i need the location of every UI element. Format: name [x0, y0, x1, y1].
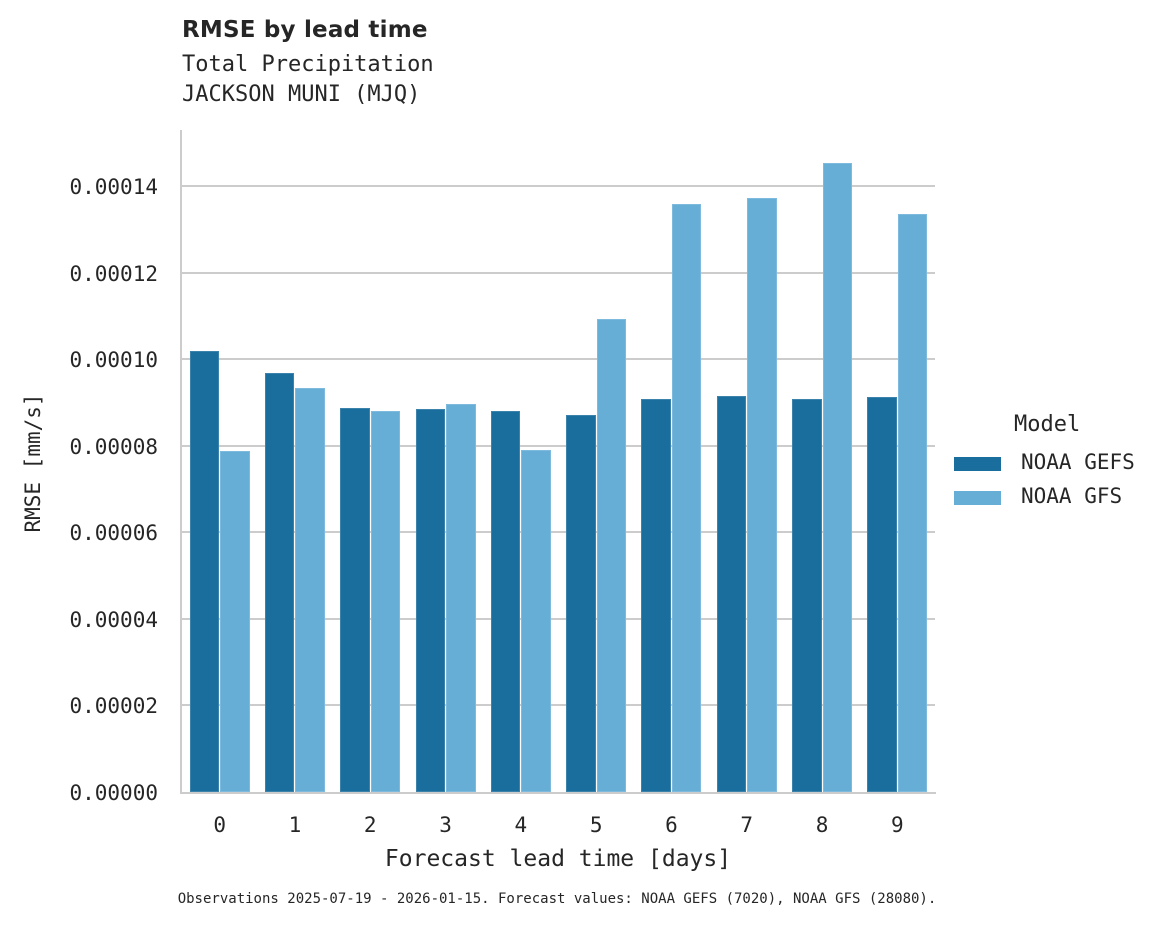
bar-noaa-gefs-4	[490, 411, 521, 792]
bar-noaa-gfs-4	[521, 450, 551, 792]
bar-noaa-gfs-3	[446, 403, 476, 792]
x-tick-label: 2	[363, 813, 377, 837]
legend-label-gefs: NOAA GEFS	[1021, 450, 1135, 474]
y-tick-label: 0.00012	[69, 261, 158, 286]
y-tick-label: 0.00010	[69, 348, 158, 373]
x-tick-label: 9	[891, 813, 904, 837]
chart-subtitle-station: JACKSON MUNI (MJQ)	[182, 82, 421, 107]
footnote: Observations 2025-07-19 - 2026-01-15. Fo…	[177, 891, 937, 907]
y-gridline	[182, 444, 935, 447]
legend-title: Model	[1014, 412, 1081, 437]
bar-noaa-gfs-8	[822, 163, 853, 792]
y-gridline	[182, 185, 935, 188]
y-gridline	[182, 617, 935, 620]
bar-noaa-gefs-5	[566, 415, 596, 792]
y-gridline	[182, 358, 935, 361]
x-tick-label: 3	[439, 813, 452, 837]
x-tick-label: 5	[589, 813, 603, 837]
y-tick-label: 0.00002	[69, 694, 158, 719]
y-tick-label: 0.00014	[69, 175, 158, 200]
plot-area	[182, 130, 935, 792]
y-axis-label: RMSE [mm/s]	[21, 393, 45, 533]
y-tick-label: 0.00006	[69, 521, 158, 546]
y-axis-spine	[180, 130, 182, 794]
bar-noaa-gfs-1	[295, 388, 325, 792]
legend-swatch-gefs	[954, 457, 1001, 471]
x-tick-label: 8	[815, 813, 829, 837]
bar-noaa-gefs-3	[415, 409, 446, 792]
y-tick-label: 0.00004	[69, 607, 158, 632]
x-axis-label: Forecast lead time [days]	[384, 846, 732, 872]
bar-noaa-gefs-7	[716, 396, 747, 792]
y-gridline	[182, 704, 935, 707]
bar-noaa-gefs-2	[340, 408, 370, 792]
x-tick-label: 1	[288, 813, 302, 837]
y-tick-label: 0.00008	[69, 434, 158, 459]
bar-noaa-gfs-6	[671, 204, 702, 792]
bar-noaa-gefs-9	[867, 397, 897, 792]
bar-noaa-gfs-5	[596, 319, 627, 792]
chart-title: RMSE by lead time	[182, 17, 428, 43]
bar-noaa-gfs-0	[220, 451, 250, 792]
x-tick-label: 7	[740, 813, 754, 837]
x-axis-spine	[180, 792, 936, 794]
bar-noaa-gefs-6	[641, 399, 671, 792]
y-gridline	[182, 271, 935, 274]
y-gridline	[182, 531, 935, 534]
legend-label-gfs: NOAA GFS	[1021, 484, 1123, 508]
bar-noaa-gfs-7	[747, 198, 777, 792]
bar-noaa-gfs-2	[370, 411, 401, 792]
x-tick-label: 6	[665, 813, 678, 837]
chart-subtitle-variable: Total Precipitation	[182, 52, 434, 77]
y-tick-label: 0.00000	[69, 781, 158, 805]
legend-swatch-gfs	[954, 491, 1001, 505]
bar-noaa-gefs-8	[792, 399, 822, 792]
bar-noaa-gefs-1	[264, 373, 295, 792]
bar-noaa-gfs-9	[897, 213, 928, 792]
x-tick-label: 0	[213, 813, 226, 837]
bar-noaa-gefs-0	[189, 350, 220, 792]
x-tick-label: 4	[514, 813, 528, 837]
